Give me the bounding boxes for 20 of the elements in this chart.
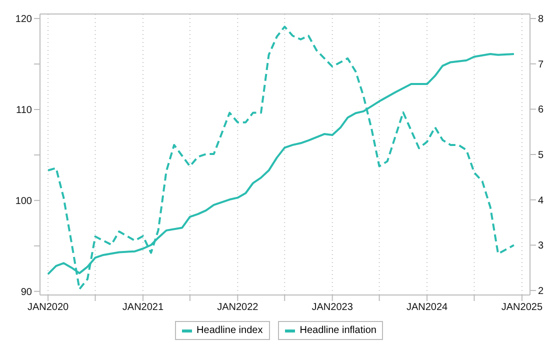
y2-tick-label: 5 bbox=[538, 150, 544, 162]
x-tick-label: JAN2022 bbox=[217, 302, 259, 314]
x-tick-label: JAN2024 bbox=[406, 302, 448, 314]
y2-tick-label: 2 bbox=[538, 286, 544, 298]
y-tick-label: 90 bbox=[20, 286, 32, 298]
x-tick-label: JAN2021 bbox=[122, 302, 164, 314]
y2-tick-label: 4 bbox=[538, 195, 544, 206]
y2-tick-label: 7 bbox=[538, 59, 544, 70]
y2-tick-label: 8 bbox=[538, 14, 544, 26]
y2-tick-label: 6 bbox=[538, 104, 544, 116]
y2-tick-label: 3 bbox=[538, 240, 544, 252]
x-tick-label: JAN2023 bbox=[312, 302, 354, 314]
x-tick-label: JAN2020 bbox=[27, 302, 70, 314]
y-tick-label: 120 bbox=[15, 14, 32, 26]
legend-label: Headline index bbox=[196, 325, 263, 336]
y-tick-label: 100 bbox=[15, 196, 32, 207]
legend-label: Headline inflation bbox=[300, 325, 376, 336]
line-series bbox=[47, 26, 515, 290]
x-tick-label: JAN2025 bbox=[501, 302, 543, 314]
y-tick-label: 110 bbox=[16, 105, 32, 116]
